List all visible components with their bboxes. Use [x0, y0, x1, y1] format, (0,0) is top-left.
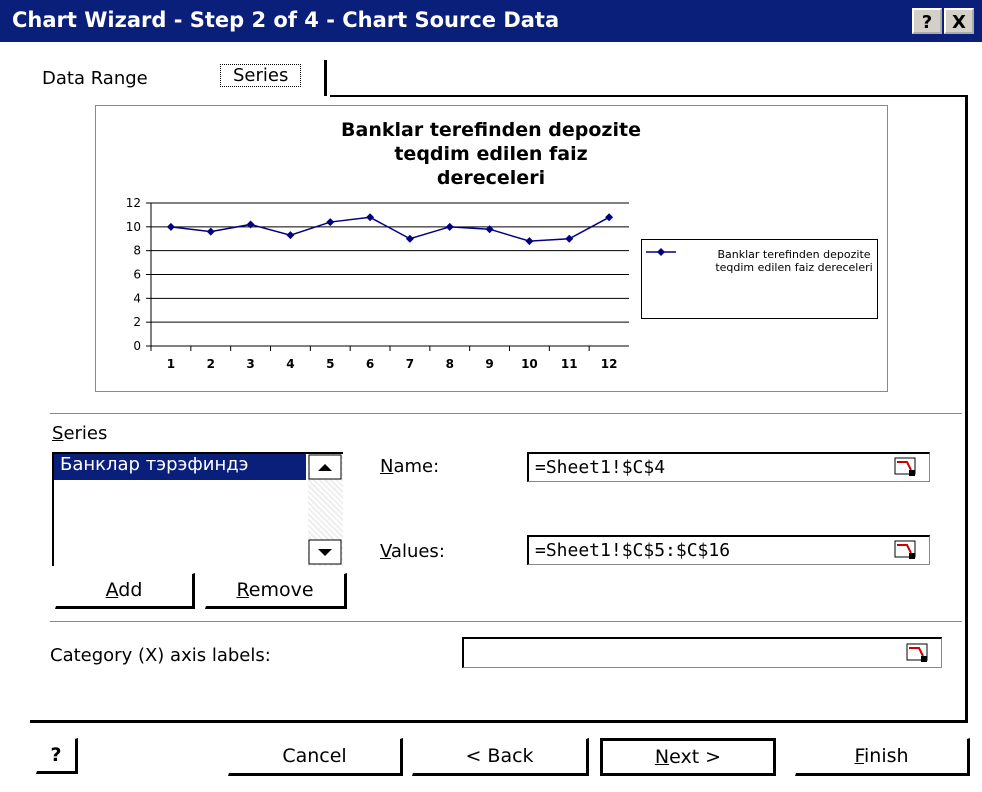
y-tick-label: 0	[133, 339, 141, 353]
point	[326, 218, 335, 227]
title-bar: Chart Wizard - Step 2 of 4 - Chart Sourc…	[0, 0, 982, 42]
tab-label: Series	[220, 64, 302, 87]
point	[565, 234, 574, 243]
x-tick-label: 2	[207, 357, 215, 371]
point	[485, 225, 494, 234]
scroll-arrows	[308, 454, 342, 565]
x-tick-label: 4	[286, 357, 294, 371]
x-tick-label: 12	[601, 357, 618, 371]
range-picker[interactable]	[893, 539, 919, 561]
point	[286, 231, 295, 240]
x-tick-label: 9	[485, 357, 493, 371]
cancel-button[interactable]: Cancel	[228, 738, 403, 776]
add-button[interactable]: Add	[55, 573, 195, 609]
point	[166, 222, 175, 231]
remove-button[interactable]: Remove	[205, 573, 347, 609]
x-tick-label: 7	[406, 357, 414, 371]
close-button[interactable]: X	[944, 8, 974, 34]
series-label: Series	[52, 423, 108, 444]
legend: Banklar terefinden depozite teqdim edile…	[641, 239, 878, 319]
series-list-item[interactable]: Банклар тэрэфиндэ	[54, 454, 306, 480]
window-title: Chart Wizard - Step 2 of 4 - Chart Sourc…	[12, 8, 560, 32]
chart-preview: Banklar terefinden depozite teqdim edile…	[95, 105, 888, 392]
range-picker[interactable]	[905, 642, 931, 664]
point	[206, 227, 215, 236]
series-line	[170, 216, 610, 242]
values-input[interactable]: =Sheet1!$C$5:$C$16	[527, 535, 930, 565]
help-icon[interactable]: ?	[36, 738, 78, 774]
tab-active[interactable]: Series	[210, 60, 327, 96]
next-button[interactable]: Next >	[600, 738, 776, 776]
x-tick-label: 11	[561, 357, 578, 371]
point	[445, 222, 454, 231]
point	[605, 213, 614, 222]
x-tick-label: 5	[326, 357, 334, 371]
panel-border	[330, 95, 965, 97]
category-label: Category (X) axis labels:	[50, 645, 271, 666]
x-tick-label: 8	[446, 357, 454, 371]
y-tick-label: 4	[133, 291, 141, 305]
x-tick-label: 10	[521, 357, 538, 371]
x-tick-label: 3	[246, 357, 254, 371]
separator	[50, 621, 962, 622]
legend-label: Banklar terefinden depozite teqdim edile…	[715, 248, 873, 274]
chart-title: Banklar terefinden depozite teqdim edile…	[341, 119, 641, 189]
tab[interactable]: Data Range	[42, 68, 148, 89]
finish-button[interactable]: Finish	[795, 738, 970, 776]
y-tick-label: 12	[126, 196, 141, 210]
name-input[interactable]: =Sheet1!$C$4	[527, 452, 930, 482]
separator	[50, 413, 962, 414]
range-picker[interactable]	[893, 456, 919, 478]
scrollbar[interactable]	[308, 454, 343, 566]
y-tick-label: 2	[133, 315, 141, 329]
values-label: Values:	[380, 541, 445, 562]
back-button[interactable]: < Back	[412, 738, 589, 776]
legend-marker	[657, 248, 665, 256]
name-label: Name:	[380, 456, 440, 477]
y-tick-label: 6	[133, 268, 141, 282]
point	[405, 234, 414, 243]
y-tick-label: 8	[133, 244, 141, 258]
category-input[interactable]	[462, 637, 942, 668]
x-tick-label: 1	[167, 357, 175, 371]
x-tick-label: 6	[366, 357, 374, 371]
panel-border	[30, 720, 968, 723]
point	[366, 213, 375, 222]
point	[246, 220, 255, 229]
help-button[interactable]: ?	[912, 8, 942, 34]
point	[525, 237, 534, 246]
y-tick-label: 10	[126, 220, 141, 234]
series-list[interactable]: Банклар тэрэфиндэ	[52, 452, 343, 566]
panel-border	[965, 95, 968, 720]
